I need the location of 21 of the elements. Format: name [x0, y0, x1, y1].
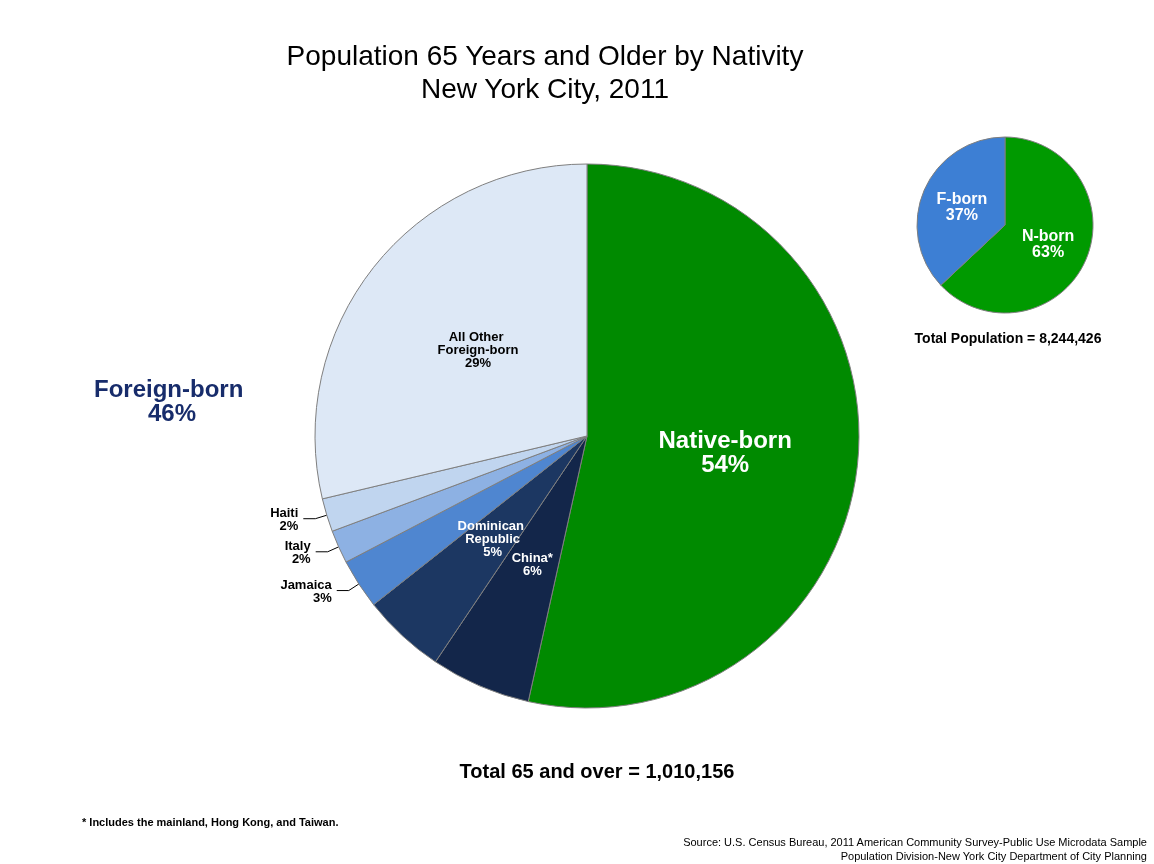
source-note: Source: U.S. Census Bureau, 2011 American Community Survey-Public Use Microdata Sample: [683, 836, 1147, 848]
chart-subtitle: New York City, 2011: [421, 72, 669, 104]
slice-label: Italy: [284, 537, 312, 553]
chart-title: Population 65 Years and Older by Nativity: [286, 39, 804, 71]
slice-label: N-born: [1021, 227, 1075, 245]
slice-label: F-born: [936, 189, 988, 207]
text: * Includes the mainland, Hong Kong, and Taiwan.: [82, 816, 339, 828]
slice-label: All Other Foreign-born: [437, 329, 519, 358]
data-label: 6%: [522, 562, 543, 578]
text: Foreign-born 46%: [94, 374, 250, 426]
slice-label: China*: [511, 549, 554, 565]
text: Total Population = 8,244,426: [914, 330, 1102, 346]
data-label: 37%: [945, 205, 978, 223]
slice-label: Jamaica: [280, 576, 333, 592]
data-label: 3%: [312, 589, 333, 605]
data-label: 2%: [279, 517, 299, 533]
text: Population Division-New York City Department of City Planning: [840, 850, 1147, 862]
data-label: 63%: [1032, 243, 1065, 261]
text: Total 65 and over = 1,010,156: [459, 760, 735, 782]
slice-label: Haiti: [270, 504, 299, 520]
slice-label: Dominican Republic: [457, 517, 528, 546]
